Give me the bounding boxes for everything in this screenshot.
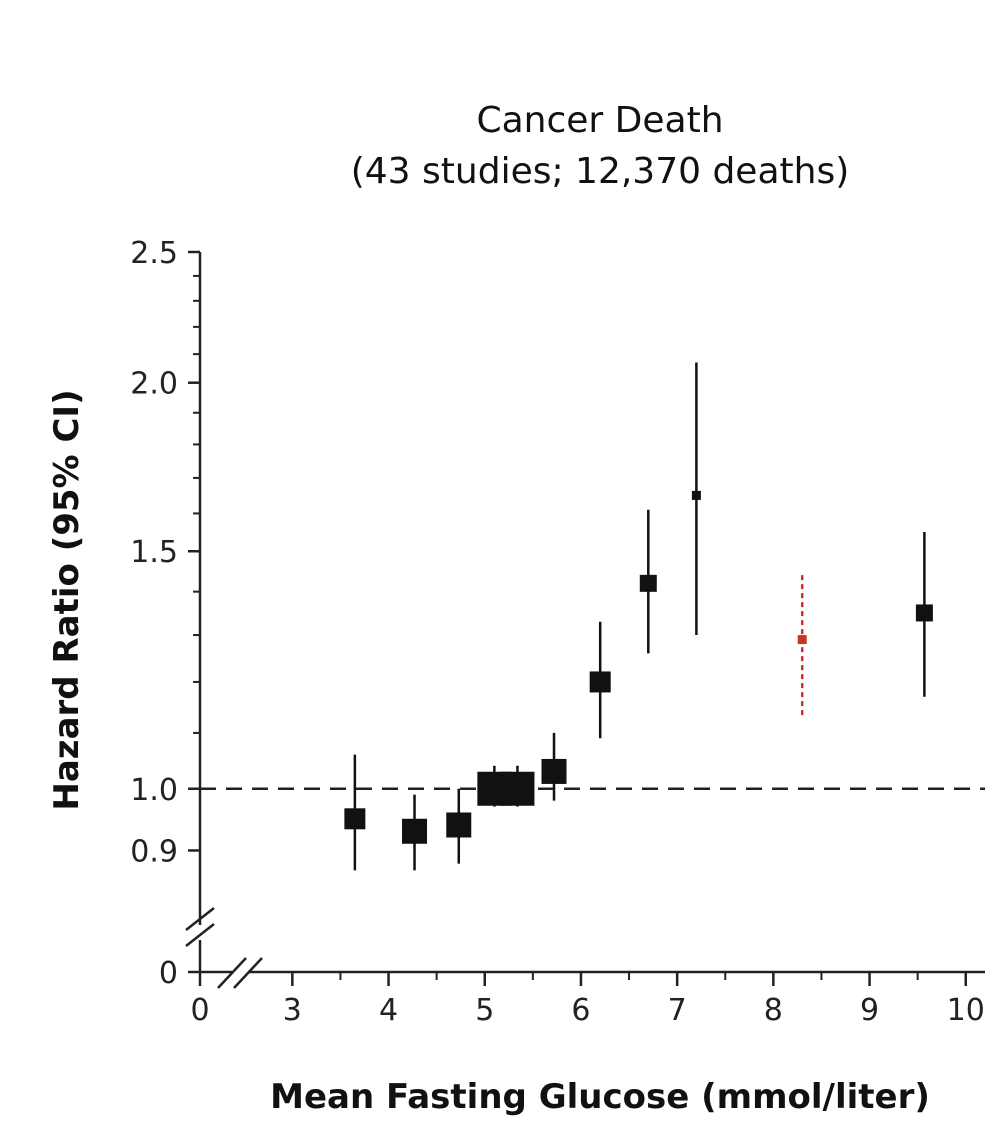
y-tick-label: 1.0 — [130, 773, 178, 808]
y-tick-label: 2.0 — [130, 367, 178, 402]
point-estimate — [691, 490, 701, 500]
point-estimate — [915, 604, 933, 622]
x-axis-title: Mean Fasting Glucose (mmol/liter) — [270, 1077, 930, 1117]
point-estimate — [589, 671, 611, 693]
y-axis-title: Hazard Ratio (95% CI) — [47, 389, 87, 810]
point-estimate — [446, 812, 472, 838]
point-estimate — [344, 808, 366, 830]
y-tick-label: 1.5 — [130, 535, 178, 570]
x-tick-label: 5 — [475, 993, 494, 1028]
point-estimate — [639, 574, 657, 592]
x-tick-label: 3 — [283, 993, 302, 1028]
x-axis-break-mark — [217, 957, 247, 989]
x-tick-label: 7 — [668, 993, 687, 1028]
data-marks — [344, 362, 933, 871]
axes: 0 0.9 1.0 1.5 2.0 2.5 0 3 4 5 6 7 8 9 10 — [130, 236, 985, 1028]
x-tick-label: 0 — [190, 993, 209, 1028]
y-tick-label: 0 — [159, 956, 178, 991]
y-tick-label: 0.9 — [130, 834, 178, 869]
chart-subtitle: (43 studies; 12,370 deaths) — [351, 151, 850, 192]
y-axis-break-mark — [185, 907, 215, 931]
y-axis-break-mark — [185, 923, 215, 947]
x-axis-break-mark — [233, 957, 263, 989]
x-tick-label: 9 — [860, 993, 879, 1028]
point-estimate — [541, 758, 567, 784]
point-estimate — [797, 635, 807, 645]
x-tick-label: 6 — [571, 993, 590, 1028]
point-estimate — [500, 771, 535, 806]
chart-title: Cancer Death — [476, 100, 723, 141]
x-tick-label: 4 — [379, 993, 398, 1028]
point-estimate — [402, 818, 428, 844]
x-tick-label: 8 — [764, 993, 783, 1028]
x-tick-label: 10 — [947, 993, 985, 1028]
y-tick-label: 2.5 — [130, 236, 178, 271]
